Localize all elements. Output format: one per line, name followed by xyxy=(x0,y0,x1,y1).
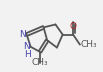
Text: CH₃: CH₃ xyxy=(32,58,48,67)
Text: N: N xyxy=(23,42,30,51)
Text: H: H xyxy=(25,50,31,59)
Text: N: N xyxy=(19,30,26,39)
Text: O: O xyxy=(70,22,77,31)
Text: CH₃: CH₃ xyxy=(81,40,97,49)
